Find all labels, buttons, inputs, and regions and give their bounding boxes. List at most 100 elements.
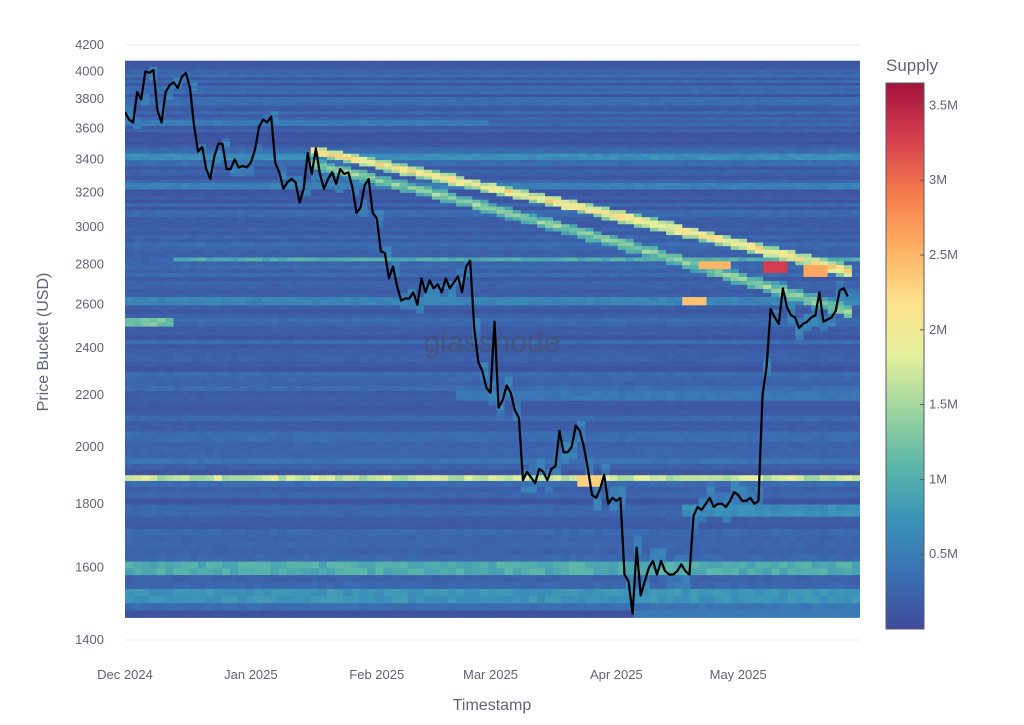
heatmap-cell <box>125 257 134 261</box>
heatmap-cell <box>149 395 158 401</box>
heatmap-cell <box>375 192 384 196</box>
heatmap-cell <box>295 224 304 228</box>
heatmap-cell <box>424 362 433 367</box>
heatmap-cell <box>343 516 352 523</box>
heatmap-cell <box>375 309 384 314</box>
heatmap-cell <box>319 516 328 523</box>
heatmap-cell <box>392 203 401 207</box>
heatmap-cell <box>149 242 158 246</box>
heatmap-cell <box>173 510 182 517</box>
heatmap-cell <box>303 224 312 228</box>
heatmap-cell <box>343 554 352 561</box>
heatmap-cell <box>157 206 166 210</box>
heatmap-cell <box>133 242 142 246</box>
heatmap-cell <box>424 206 433 210</box>
heatmap-cell <box>133 213 142 217</box>
heatmap-cell <box>214 296 223 301</box>
heatmap-cell <box>383 292 392 297</box>
heatmap-cell <box>149 504 158 511</box>
heatmap-cell <box>335 249 344 253</box>
heatmap-cell <box>351 227 360 231</box>
heatmap-cell <box>262 335 271 340</box>
heatmap-cell <box>270 390 279 396</box>
heatmap-cell <box>408 209 417 213</box>
heatmap-cell <box>125 242 134 246</box>
heatmap-cell <box>327 246 336 250</box>
heatmap-cell <box>351 548 360 555</box>
heatmap-cell <box>182 206 191 210</box>
heatmap-cell <box>246 390 255 396</box>
heatmap-cell <box>335 529 344 536</box>
heatmap-cell <box>238 335 247 340</box>
heatmap-cell <box>238 344 247 349</box>
heatmap-cell <box>359 581 368 589</box>
heatmap-cell <box>149 581 158 589</box>
heatmap-cell <box>392 395 401 401</box>
heatmap-cell <box>157 301 166 306</box>
heatmap-cell <box>222 415 231 421</box>
heatmap-cell <box>133 498 142 505</box>
heatmap-cell <box>262 480 271 486</box>
heatmap-cell <box>392 301 401 306</box>
heatmap-cell <box>319 272 328 277</box>
heatmap-cell <box>238 463 247 469</box>
heatmap-cell <box>165 469 174 475</box>
heatmap-cell <box>416 213 425 217</box>
heatmap-cell <box>141 309 150 314</box>
heatmap-cell <box>287 305 296 310</box>
heatmap-cell <box>141 574 150 582</box>
heatmap-cell <box>311 268 320 273</box>
heatmap-cell <box>351 61 360 64</box>
heatmap-cell <box>222 272 231 277</box>
heatmap-cell <box>287 554 296 561</box>
heatmap-cell <box>359 249 368 253</box>
heatmap-cell <box>173 574 182 582</box>
heatmap-cell <box>222 257 231 261</box>
heatmap-cell <box>190 246 199 250</box>
heatmap-cell <box>278 317 287 322</box>
heatmap-cell <box>165 603 174 611</box>
heatmap-cell <box>238 415 247 421</box>
heatmap-cell <box>206 217 215 221</box>
heatmap-cell <box>262 220 271 224</box>
heatmap-cell <box>222 541 231 548</box>
heatmap-cell <box>157 504 166 511</box>
heatmap-cell <box>319 301 328 306</box>
heatmap-cell <box>343 381 352 386</box>
heatmap-cell <box>182 431 191 437</box>
heatmap-cell <box>230 420 239 426</box>
heatmap-cell <box>335 309 344 314</box>
heatmap-cell <box>190 296 199 301</box>
heatmap-cell <box>408 348 417 353</box>
heatmap-cell <box>262 288 271 293</box>
heatmap-cell <box>133 390 142 396</box>
heatmap-cell <box>392 441 401 447</box>
heatmap-cell <box>295 405 304 411</box>
heatmap-cell <box>408 510 417 517</box>
heatmap-cell <box>270 322 279 327</box>
heatmap-cell <box>165 541 174 548</box>
heatmap-cell <box>141 313 150 318</box>
heatmap-cell <box>230 353 239 358</box>
heatmap-cell <box>173 366 182 371</box>
heatmap-cell <box>222 220 231 224</box>
heatmap-cell <box>424 249 433 253</box>
heatmap-cell <box>206 292 215 297</box>
heatmap-cell <box>246 480 255 486</box>
heatmap-cell <box>230 313 239 318</box>
heatmap-cell <box>367 268 376 273</box>
heatmap-cell <box>367 272 376 277</box>
heatmap-cell <box>408 249 417 253</box>
heatmap-cell <box>198 561 207 568</box>
heatmap-cell <box>206 498 215 505</box>
heatmap-cell <box>190 217 199 221</box>
heatmap-cell <box>287 348 296 353</box>
heatmap-cell <box>198 203 207 207</box>
heatmap-cell <box>335 463 344 469</box>
heatmap-cell <box>400 431 409 437</box>
heatmap-cell <box>343 227 352 231</box>
heatmap-cell <box>238 292 247 297</box>
heatmap-cell <box>303 581 312 589</box>
heatmap-cell <box>133 405 142 411</box>
heatmap-cell <box>262 61 271 64</box>
